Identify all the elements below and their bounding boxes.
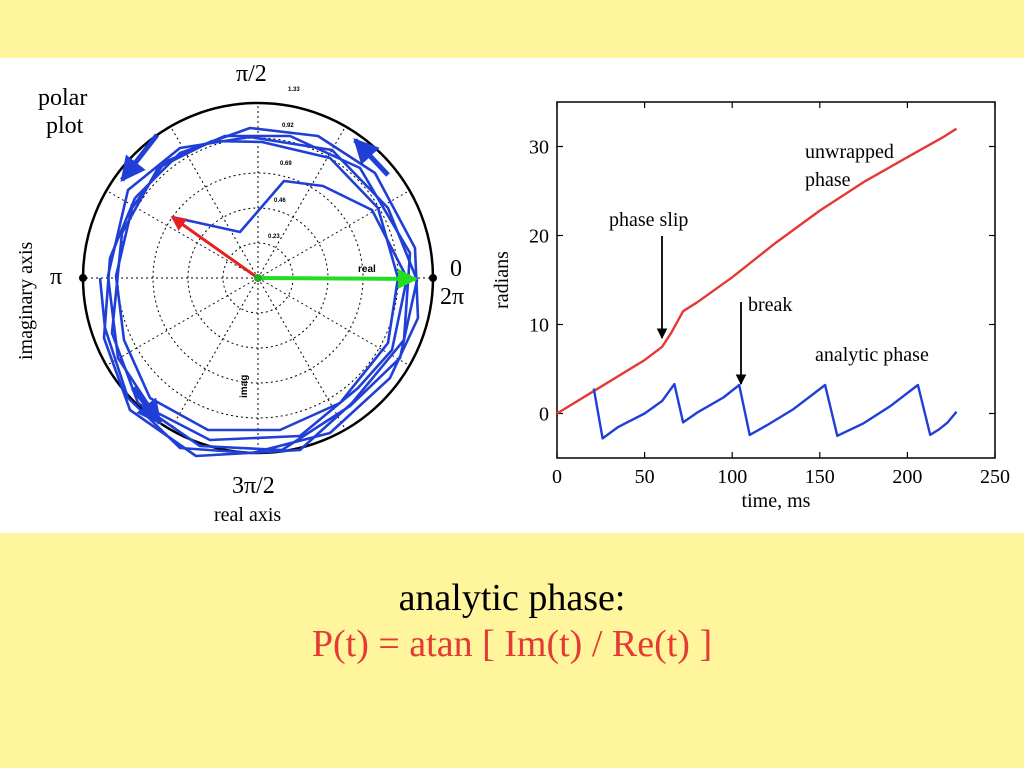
x-tick-label: 200 [892,466,922,488]
chart-ticks: 0 50 100 150 200 250 0 10 20 30 [529,102,1010,488]
y-axis-title: radians [491,251,513,309]
x-tick-label: 50 [635,466,655,488]
direction-arrow-top-right [353,138,390,177]
angle-label-pi-half: π/2 [236,61,267,87]
annotation-unwrapped-line2: phase [805,169,851,191]
polar-grid-spoke [106,277,259,366]
unwrapped-phase-line [556,127,958,415]
real-axis-label: real axis [214,504,281,526]
imaginary-axis-label: imaginary axis [15,241,37,360]
origin-dot [254,274,262,282]
angle-label-pi: π [50,264,62,290]
chart-plot-frame [556,101,996,459]
polar-plot: polar plot π/2 π 0 2π 3π/2 real axis ima… [15,61,464,526]
figure-svg: polar plot π/2 π 0 2π 3π/2 real axis ima… [15,61,1010,526]
imag-vector-label: imag [239,375,250,398]
radial-label-2: 0.92 [282,123,294,129]
annotation-unwrapped-line1: unwrapped [805,141,894,163]
real-vector-arrow [257,268,418,289]
caption: analytic phase: P(t) = atan [ Im(t) / Re… [0,575,1024,667]
polar-title-line1: polar [38,85,87,111]
y-tick-label: 20 [529,226,549,248]
angle-label-zero: 0 [450,256,462,282]
angle-label-two-pi: 2π [440,284,464,310]
chart-series [556,127,958,440]
y-tick-label: 30 [529,137,549,159]
radial-label-5: 0.23 [268,234,280,240]
radial-label-3: 0.69 [280,161,292,167]
caption-title: analytic phase: [398,577,626,619]
x-axis-title: time, ms [742,490,811,512]
polar-title-line2: plot [46,113,84,139]
polar-grid-spoke [257,126,346,279]
annotation-phase-slip: phase slip [609,209,688,231]
figure-panel: polar plot π/2 π 0 2π 3π/2 real axis ima… [0,58,1024,533]
x-tick-label: 0 [552,466,562,488]
radial-label-4: 0.46 [274,198,286,204]
polar-grid-spoke [257,277,346,430]
polar-grid-spoke [170,277,259,430]
y-tick-label: 10 [529,315,549,337]
x-tick-label: 100 [717,466,747,488]
annotation-break: break [748,294,792,316]
x-tick-label: 150 [805,466,835,488]
analytic-phase-line [592,382,958,440]
radial-label-outer: 1.33 [288,87,300,93]
x-tick-label: 250 [980,466,1010,488]
polar-grid-spoke [257,277,410,366]
annotation-analytic-phase: analytic phase [815,344,929,366]
caption-formula: P(t) = atan [ Im(t) / Re(t) ] [311,623,713,665]
polar-grid-spoke [106,190,259,279]
polar-grid-spoke [170,126,259,279]
real-vector-label: real [358,264,376,275]
angle-label-three-pi-half: 3π/2 [232,473,275,499]
direction-arrow-top-left [120,133,159,182]
phase-vector-arrow [170,215,259,280]
y-tick-label: 0 [539,404,549,426]
direction-arrow-bottom-left [131,386,162,425]
